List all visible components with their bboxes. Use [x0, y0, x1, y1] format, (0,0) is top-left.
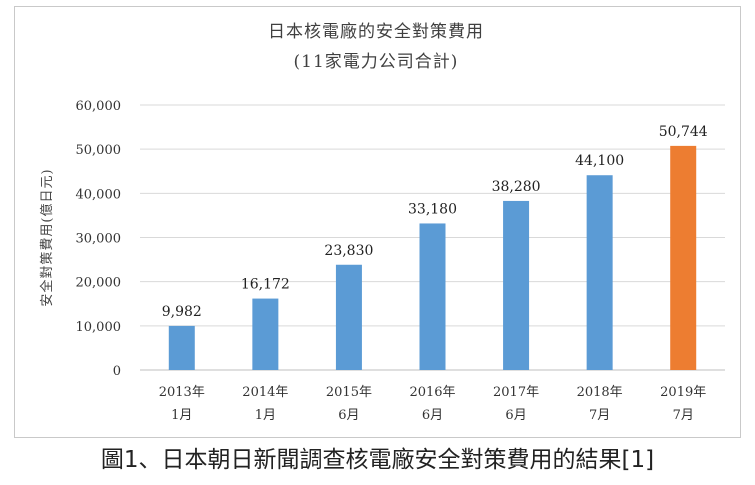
figure-caption: 圖1、日本朝日新聞調查核電廠安全對策費用的結果[1]	[100, 447, 655, 473]
x-tick-label: 2017年	[493, 385, 539, 400]
bar	[168, 325, 195, 370]
y-tick-label: 50,000	[76, 143, 122, 158]
data-label: 50,744	[659, 124, 708, 140]
chart-figure: 日本核電廠的安全對策費用 (11家電力公司合計) 0 10,000 20,000 30…	[14, 6, 741, 438]
y-tick-label: 10,000	[76, 320, 122, 335]
chart-subtitle: (11家電力公司合計)	[294, 52, 459, 72]
y-tick-label: 40,000	[76, 187, 122, 202]
x-tick-label: 2014年	[242, 385, 288, 400]
x-tick-label: 1月	[171, 408, 192, 423]
y-tick-label: 20,000	[76, 276, 122, 291]
x-tick-label: 2018年	[577, 385, 623, 400]
bar	[503, 200, 530, 370]
x-tick-label: 2016年	[409, 385, 455, 400]
bar	[670, 145, 697, 370]
bar	[419, 223, 446, 370]
x-tick-label: 6月	[505, 408, 526, 423]
bars	[168, 145, 697, 370]
x-tick-label: 7月	[673, 408, 694, 423]
bar-chart: 日本核電廠的安全對策費用 (11家電力公司合計) 0 10,000 20,000 30…	[39, 21, 725, 423]
x-tick-label: 6月	[338, 408, 359, 423]
data-label: 23,830	[324, 243, 373, 259]
data-label: 16,172	[241, 277, 290, 293]
y-axis-ticks: 0 10,000 20,000 30,000 40,000 50,000 60,000	[76, 99, 122, 379]
x-tick-label: 2015年	[326, 385, 372, 400]
x-tick-label: 7月	[589, 408, 610, 423]
bar	[335, 264, 362, 370]
data-label: 38,280	[492, 179, 541, 195]
chart-title: 日本核電廠的安全對策費用	[268, 21, 484, 42]
bar	[586, 175, 613, 370]
data-labels: 9,982 16,172 23,830 33,180 38,280 44,100 50,74…	[162, 124, 708, 320]
x-tick-label: 6月	[422, 408, 443, 423]
y-tick-label: 0	[113, 364, 121, 379]
x-tick-label: 2013年	[159, 385, 205, 400]
y-tick-label: 60,000	[76, 99, 122, 114]
x-tick-label: 1月	[255, 408, 276, 423]
y-axis-label: 安全對策費用(億日元)	[39, 168, 55, 306]
bar	[252, 298, 279, 370]
x-axis-ticks: 2013年 1月 2014年 1月 2015年 6月 2016年 6月 2017年 6月 2018年…	[159, 385, 707, 423]
data-label: 9,982	[162, 304, 202, 320]
y-tick-label: 30,000	[76, 232, 122, 247]
x-tick-label: 2019年	[660, 385, 706, 400]
data-label: 44,100	[575, 153, 624, 169]
data-label: 33,180	[408, 201, 457, 217]
